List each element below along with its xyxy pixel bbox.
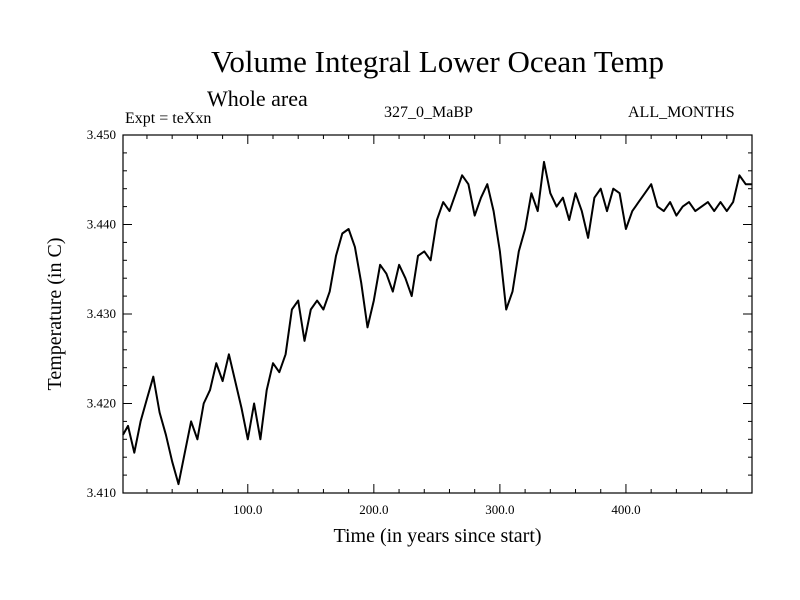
x-tick-label: 400.0: [611, 502, 640, 517]
chart-subtitle: Whole area: [207, 86, 308, 111]
y-tick-label: 3.450: [87, 127, 116, 142]
y-axis-label: Temperature (in C): [44, 238, 66, 391]
x-tick-label: 100.0: [233, 502, 262, 517]
y-tick-label: 3.430: [87, 306, 116, 321]
x-axis-label: Time (in years since start): [333, 525, 541, 547]
case-id-label: 327_0_MaBP: [384, 104, 473, 121]
x-tick-label: 200.0: [359, 502, 388, 517]
x-tick-label: 300.0: [485, 502, 514, 517]
y-tick-label: 3.410: [87, 485, 116, 500]
y-tick-label: 3.420: [87, 396, 116, 411]
months-label: ALL_MONTHS: [628, 104, 735, 121]
chart-title: Volume Integral Lower Ocean Temp: [211, 44, 664, 79]
y-tick-labels: 3.410 3.420 3.430 3.440 3.450: [87, 127, 116, 500]
axis-ticks: [123, 134, 752, 494]
y-tick-label: 3.440: [87, 217, 116, 232]
temperature-series-line: [122, 160, 752, 486]
plot-frame: [122, 134, 753, 494]
experiment-label: Expt = teXxn: [125, 110, 212, 127]
x-tick-labels: 100.0 200.0 300.0 400.0: [233, 502, 640, 517]
